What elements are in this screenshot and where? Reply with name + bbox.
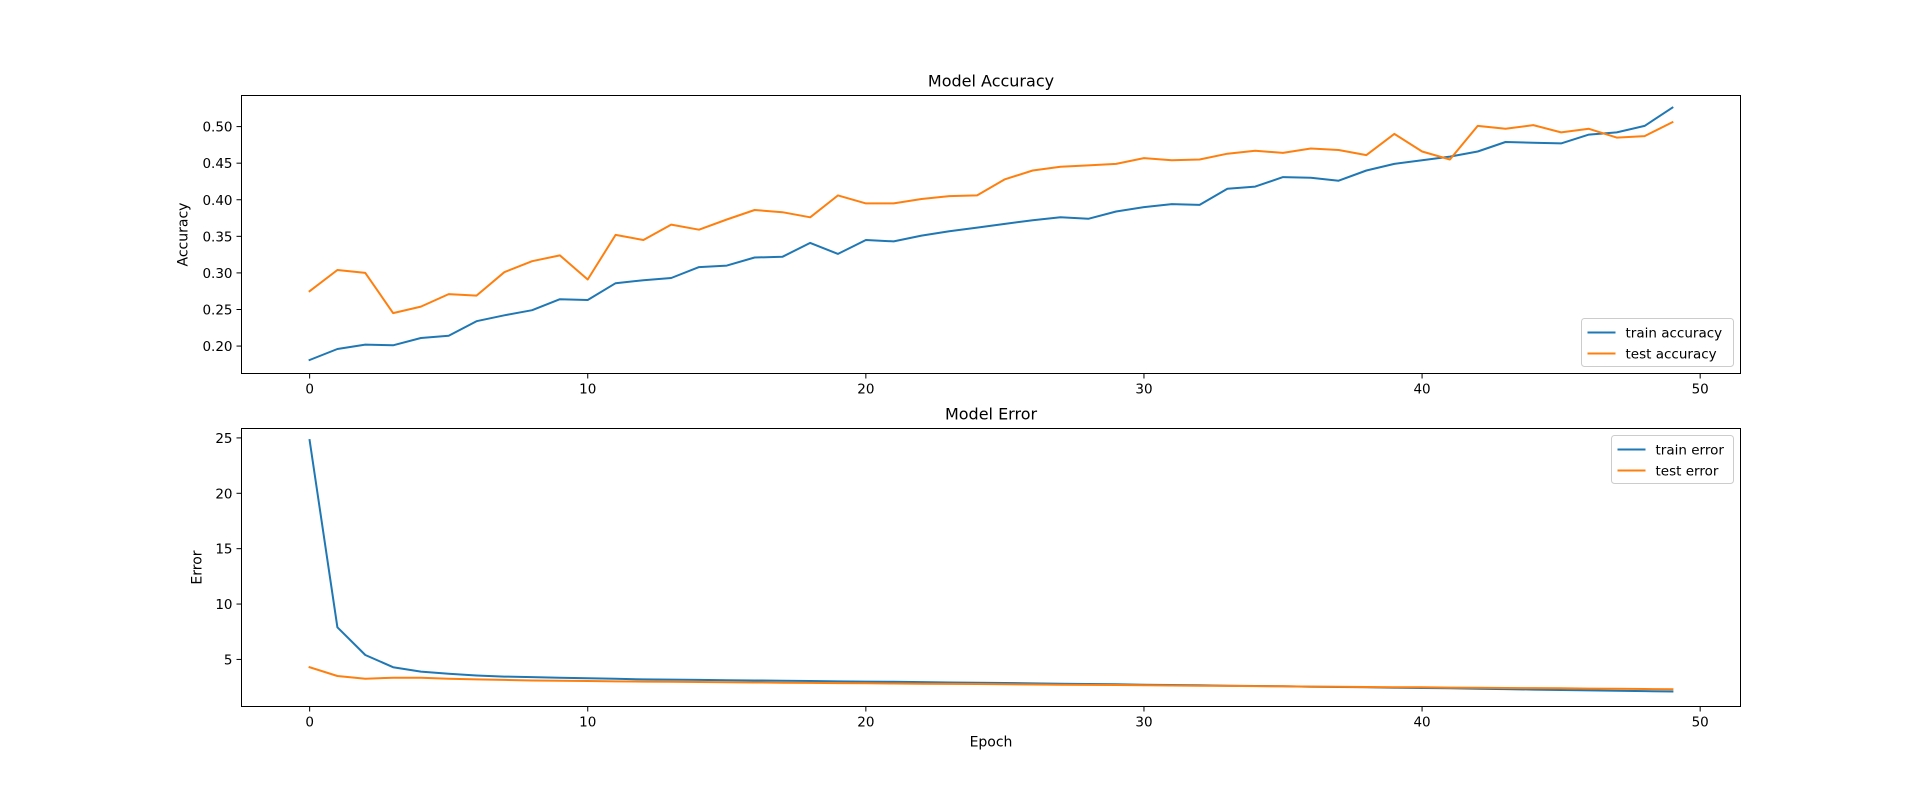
x-tick-label: 50 (1692, 382, 1709, 398)
series-line-train-error (308, 438, 1674, 693)
legend-label: train error (1656, 443, 1725, 459)
x-tick-label: 30 (1135, 715, 1152, 731)
y-tick-label: 25 (215, 431, 232, 447)
plot-frame (241, 428, 1741, 707)
chart-title: Model Accuracy (928, 72, 1054, 91)
x-tick-label: 10 (579, 382, 596, 398)
legend-label: test accuracy (1626, 347, 1717, 363)
y-tick-label: 10 (215, 597, 232, 613)
chart-title: Model Error (945, 405, 1038, 424)
x-tick-label: 20 (857, 715, 874, 731)
series-line-train-accuracy (308, 106, 1674, 362)
x-tick-label: 50 (1692, 715, 1709, 731)
y-tick-label: 5 (224, 652, 233, 668)
y-tick-label: 20 (215, 486, 232, 502)
legend-label: test error (1656, 464, 1719, 480)
y-tick-label: 0.20 (202, 339, 232, 355)
x-tick-label: 0 (305, 715, 314, 731)
y-axis-label: Accuracy (176, 203, 192, 267)
x-axis-label: Epoch (970, 735, 1013, 751)
y-tick-label: 0.25 (202, 302, 232, 318)
y-tick-label: 0.50 (202, 120, 232, 136)
legend: train error test error (1611, 435, 1734, 484)
chart-panel-0: Model Accuracy 0 10 20 30 40 50 0.20 0.25 0.30 0.3… (176, 72, 1741, 398)
y-tick-label: 0.35 (202, 229, 232, 245)
x-tick-label: 40 (1413, 715, 1430, 731)
x-tick-label: 10 (579, 715, 596, 731)
y-tick-label: 15 (215, 542, 232, 558)
legend: train accuracy test accuracy (1581, 318, 1734, 367)
legend-box (1581, 318, 1734, 367)
series-line-test-error (308, 665, 1674, 691)
legend-label: train accuracy (1626, 326, 1723, 342)
chart-panel-1: Model Error 0 10 20 30 40 50 5 10 15 20 25 Error Epoc… (190, 405, 1741, 751)
y-tick-label: 0.45 (202, 156, 232, 172)
x-tick-label: 30 (1135, 382, 1152, 398)
x-tick-label: 40 (1413, 382, 1430, 398)
series-line-test-accuracy (308, 120, 1674, 315)
x-tick-label: 20 (857, 382, 874, 398)
y-tick-label: 0.30 (202, 266, 232, 282)
plot-frame (241, 95, 1741, 374)
y-axis-label: Error (190, 550, 206, 584)
x-tick-label: 0 (305, 382, 314, 398)
y-tick-label: 0.40 (202, 193, 232, 209)
